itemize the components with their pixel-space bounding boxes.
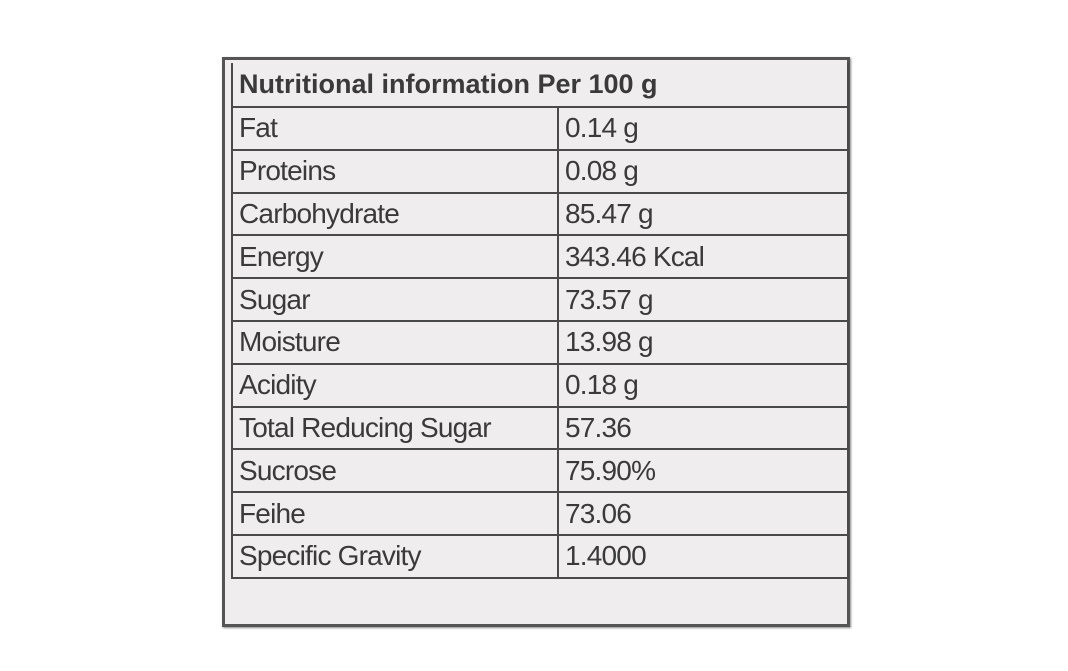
- nutrient-name: Fat: [231, 106, 559, 151]
- nutrient-name: Sugar: [231, 277, 559, 322]
- nutrient-value: 0.08 g: [557, 148, 849, 194]
- nutrient-name: Sucrose: [231, 448, 559, 494]
- nutrient-value: 1.4000: [557, 533, 849, 579]
- table-row: Specific Gravity 1.4000: [231, 533, 849, 579]
- nutrient-value: 0.18 g: [557, 362, 849, 408]
- table-row: Acidity 0.18 g: [231, 362, 849, 408]
- table-row: Feihe 73.06: [231, 491, 849, 536]
- nutrient-value: 75.90%: [557, 448, 849, 494]
- table-row: Sucrose 75.90%: [231, 448, 849, 494]
- header-row: Nutritional information Per 100 g: [231, 63, 849, 108]
- table-body: Nutritional information Per 100 g Fat 0.1…: [231, 63, 849, 579]
- nutrient-name: Acidity: [231, 362, 559, 408]
- nutrient-name: Moisture: [231, 319, 559, 365]
- nutrient-name: Proteins: [231, 148, 559, 194]
- table-row: Energy 343.46 Kcal: [231, 234, 849, 280]
- nutrient-value: 73.06: [557, 491, 849, 536]
- table-row: Sugar 73.57 g: [231, 277, 849, 322]
- nutrient-value: 13.98 g: [557, 319, 849, 365]
- nutrient-value: 0.14 g: [557, 106, 849, 151]
- nutrient-name: Feihe: [231, 491, 559, 536]
- nutrition-panel: Nutritional information Per 100 g Fat 0.1…: [222, 57, 850, 627]
- table-row: Moisture 13.98 g: [231, 319, 849, 365]
- table-title: Nutritional information Per 100 g: [231, 63, 849, 108]
- nutrient-name: Total Reducing Sugar: [231, 405, 559, 451]
- nutrient-value: 85.47 g: [557, 191, 849, 237]
- nutrient-name: Carbohydrate: [231, 191, 559, 237]
- nutrient-name: Specific Gravity: [231, 533, 559, 579]
- table-row: Carbohydrate 85.47 g: [231, 191, 849, 237]
- nutrient-value: 73.57 g: [557, 277, 849, 322]
- table-row: Total Reducing Sugar 57.36: [231, 405, 849, 451]
- nutrient-value: 57.36: [557, 405, 849, 451]
- table-row: Fat 0.14 g: [231, 106, 849, 151]
- nutrient-value: 343.46 Kcal: [557, 234, 849, 280]
- table-row: Proteins 0.08 g: [231, 148, 849, 194]
- nutrition-table: Nutritional information Per 100 g Fat 0.1…: [231, 63, 849, 579]
- nutrient-name: Energy: [231, 234, 559, 280]
